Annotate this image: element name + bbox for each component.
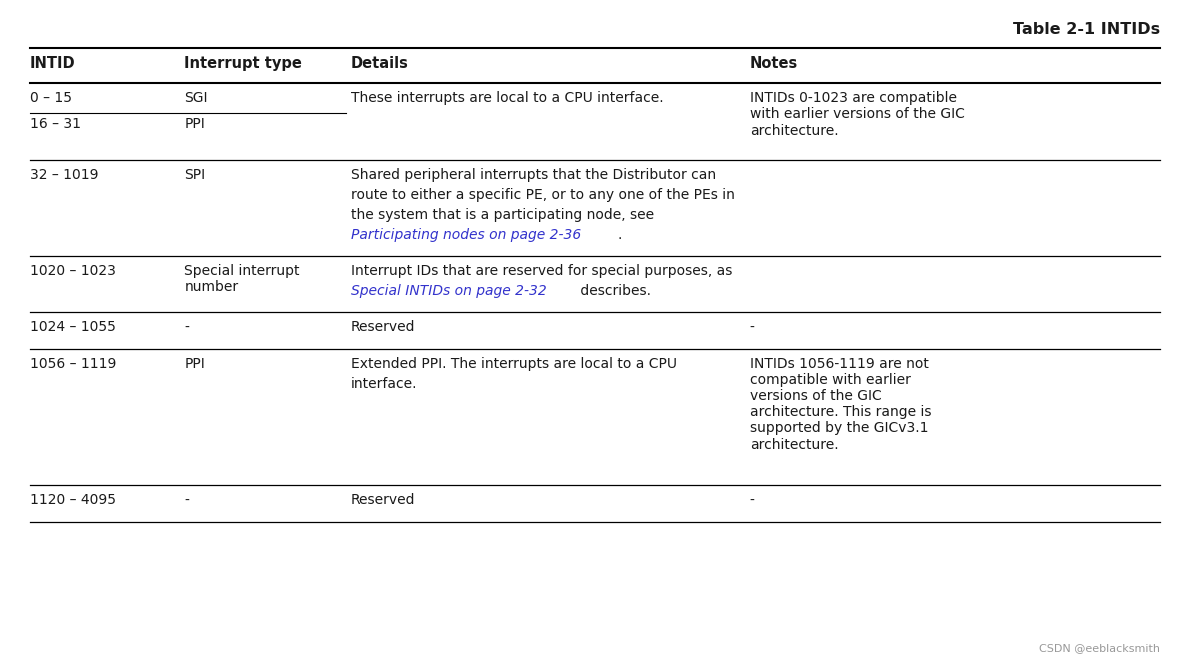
Text: -: - [184, 320, 189, 335]
Text: These interrupts are local to a CPU interface.: These interrupts are local to a CPU inte… [351, 91, 664, 105]
Text: .: . [618, 228, 622, 242]
Text: 1020 – 1023: 1020 – 1023 [30, 264, 115, 278]
Text: CSDN @eeblacksmith: CSDN @eeblacksmith [1039, 643, 1160, 653]
Text: INTIDs 1056-1119 are not
compatible with earlier
versions of the GIC
architectur: INTIDs 1056-1119 are not compatible with… [750, 356, 932, 451]
Text: interface.: interface. [351, 377, 418, 390]
Text: Reserved: Reserved [351, 493, 415, 508]
Text: 1024 – 1055: 1024 – 1055 [30, 320, 115, 335]
Text: INTIDs 0-1023 are compatible
with earlier versions of the GIC
architecture.: INTIDs 0-1023 are compatible with earlie… [750, 91, 965, 138]
Text: 16 – 31: 16 – 31 [30, 117, 81, 131]
Text: Shared peripheral interrupts that the Distributor can: Shared peripheral interrupts that the Di… [351, 168, 716, 181]
Text: route to either a specific PE, or to any one of the PEs in: route to either a specific PE, or to any… [351, 188, 735, 202]
Text: Reserved: Reserved [351, 320, 415, 335]
Text: the system that is a participating node, see: the system that is a participating node,… [351, 208, 654, 222]
Text: -: - [750, 493, 754, 508]
Text: 0 – 15: 0 – 15 [30, 91, 71, 105]
Text: Notes: Notes [750, 56, 798, 71]
Text: INTID: INTID [30, 56, 75, 71]
Text: Interrupt type: Interrupt type [184, 56, 302, 71]
Text: Special INTIDs on page 2-32: Special INTIDs on page 2-32 [351, 284, 546, 298]
Text: -: - [184, 493, 189, 508]
Text: 1120 – 4095: 1120 – 4095 [30, 493, 115, 508]
Text: 32 – 1019: 32 – 1019 [30, 168, 99, 181]
Text: SPI: SPI [184, 168, 206, 181]
Text: Table 2-1 INTIDs: Table 2-1 INTIDs [1013, 22, 1160, 37]
Text: Special interrupt
number: Special interrupt number [184, 264, 300, 294]
Text: Details: Details [351, 56, 409, 71]
Text: Extended PPI. The interrupts are local to a CPU: Extended PPI. The interrupts are local t… [351, 356, 677, 371]
Text: SGI: SGI [184, 91, 208, 105]
Text: describes.: describes. [576, 284, 651, 298]
Text: PPI: PPI [184, 117, 205, 131]
Text: Interrupt IDs that are reserved for special purposes, as: Interrupt IDs that are reserved for spec… [351, 264, 732, 278]
Text: PPI: PPI [184, 356, 205, 371]
Text: -: - [750, 320, 754, 335]
Text: 1056 – 1119: 1056 – 1119 [30, 356, 117, 371]
Text: Participating nodes on page 2-36: Participating nodes on page 2-36 [351, 228, 581, 242]
